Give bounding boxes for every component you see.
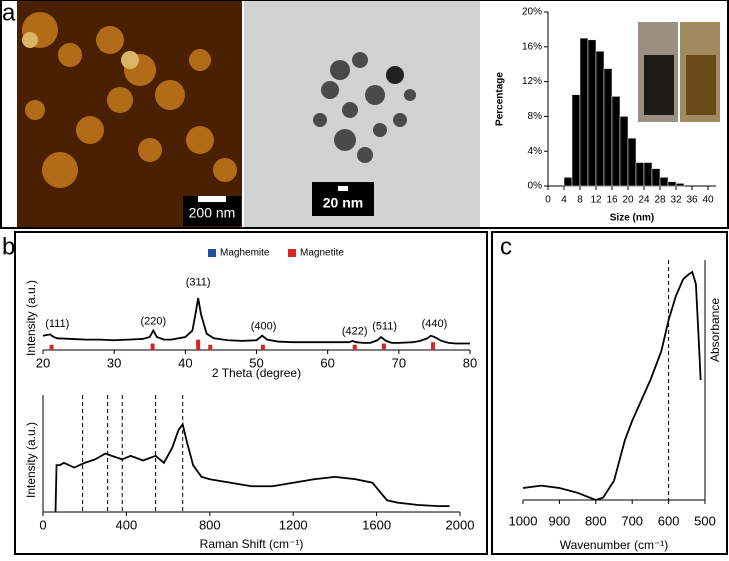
bar bbox=[603, 68, 613, 187]
y-tick-label: 12% bbox=[522, 76, 542, 87]
reference-peak bbox=[352, 344, 357, 350]
x-tick-label: 50 bbox=[249, 355, 263, 370]
x-tick-label: 1600 bbox=[362, 517, 391, 532]
bar bbox=[659, 177, 669, 187]
legend-swatch bbox=[208, 249, 216, 257]
x-tick-label: 0 bbox=[39, 517, 46, 532]
x-axis-label: Wavenumber (cm⁻¹) bbox=[560, 538, 669, 552]
peak-label: (440) bbox=[422, 318, 448, 330]
y-axis-label: Absorbance bbox=[708, 298, 722, 362]
line bbox=[54, 422, 450, 513]
x-tick-label: 24 bbox=[638, 195, 650, 206]
vial-liquid bbox=[686, 55, 716, 115]
peak-label: (422) bbox=[342, 326, 368, 338]
reference-peak bbox=[260, 344, 265, 350]
reference-peak bbox=[430, 342, 435, 350]
legend-swatch bbox=[288, 249, 296, 257]
scale-bar bbox=[198, 196, 226, 202]
bar bbox=[675, 183, 685, 187]
peak-label: (511) bbox=[372, 321, 397, 333]
y-axis-label: Intensity (a.u.) bbox=[24, 422, 38, 498]
panel-frame bbox=[14, 231, 488, 555]
scale-bar bbox=[338, 186, 348, 191]
peak-label: (400) bbox=[251, 321, 277, 333]
x-tick-label: 12 bbox=[590, 195, 602, 206]
x-tick-label: 900 bbox=[549, 513, 571, 528]
x-tick-label: 8 bbox=[577, 195, 583, 206]
y-axis-label: Intensity (a.u.) bbox=[24, 280, 38, 356]
tem-particles bbox=[313, 52, 416, 163]
bar bbox=[579, 37, 589, 187]
y-axis-label: Percentage bbox=[495, 72, 506, 126]
x-tick-label: 600 bbox=[658, 513, 680, 528]
panel-frame bbox=[0, 0, 729, 229]
x-tick-label: 60 bbox=[320, 355, 334, 370]
bar bbox=[571, 94, 581, 187]
x-tick-label: 1000 bbox=[509, 513, 538, 528]
y-tick-label: 0% bbox=[528, 181, 543, 192]
peak-label: (311) bbox=[186, 276, 211, 288]
bar bbox=[627, 137, 637, 187]
x-tick-label: 1200 bbox=[279, 517, 308, 532]
y-tick-label: 4% bbox=[528, 146, 543, 157]
x-tick-label: 400 bbox=[116, 517, 138, 532]
bar bbox=[651, 168, 661, 187]
peak-label: (111) bbox=[45, 318, 69, 330]
x-tick-label: 32 bbox=[670, 195, 682, 206]
line bbox=[42, 297, 470, 345]
legend-label: Maghemite bbox=[220, 248, 270, 259]
reference-peak bbox=[150, 343, 155, 350]
panel-label: c bbox=[500, 233, 512, 260]
x-tick-label: 40 bbox=[702, 195, 714, 206]
bar bbox=[595, 50, 605, 187]
reference-peak bbox=[208, 344, 213, 350]
scale-bar-label: 200 nm bbox=[189, 205, 236, 221]
x-tick-label: 28 bbox=[654, 195, 666, 206]
bar bbox=[635, 162, 645, 187]
x-tick-label: 80 bbox=[463, 355, 477, 370]
peak-label: (220) bbox=[140, 315, 166, 327]
afm-particles bbox=[22, 12, 237, 188]
x-tick-label: 800 bbox=[585, 513, 607, 528]
y-tick-label: 16% bbox=[522, 41, 542, 52]
x-tick-label: 30 bbox=[107, 355, 121, 370]
x-axis-label: Size (nm) bbox=[610, 213, 654, 224]
x-tick-label: 0 bbox=[545, 195, 551, 206]
x-tick-label: 20 bbox=[36, 355, 50, 370]
bar bbox=[619, 116, 629, 187]
x-tick-label: 70 bbox=[392, 355, 406, 370]
x-axis-label: 2 Theta (degree) bbox=[212, 366, 301, 380]
reference-peak bbox=[49, 344, 54, 350]
x-axis-label: Raman Shift (cm⁻¹) bbox=[200, 537, 304, 551]
bar bbox=[611, 96, 621, 187]
legend-label: Magnetite bbox=[300, 248, 344, 259]
y-tick-label: 20% bbox=[522, 7, 542, 18]
x-tick-label: 700 bbox=[621, 513, 643, 528]
x-tick-label: 2000 bbox=[446, 517, 475, 532]
scale-bar-label: 20 nm bbox=[323, 195, 363, 211]
panel-frame bbox=[491, 231, 728, 555]
panel-label: a bbox=[2, 0, 16, 26]
x-tick-label: 36 bbox=[686, 195, 698, 206]
reference-peak bbox=[196, 339, 201, 350]
x-tick-label: 4 bbox=[561, 195, 567, 206]
x-tick-label: 20 bbox=[622, 195, 634, 206]
bar bbox=[563, 177, 573, 187]
x-tick-label: 800 bbox=[199, 517, 221, 532]
x-tick-label: 500 bbox=[694, 513, 716, 528]
y-tick-label: 8% bbox=[528, 111, 543, 122]
line bbox=[522, 270, 702, 501]
panel-label: b bbox=[2, 233, 15, 260]
x-tick-label: 16 bbox=[606, 195, 618, 206]
bar bbox=[667, 181, 677, 187]
bar bbox=[587, 39, 597, 187]
reference-peak bbox=[381, 343, 386, 350]
x-tick-label: 40 bbox=[178, 355, 192, 370]
bar bbox=[643, 162, 653, 187]
vial-liquid bbox=[644, 55, 674, 115]
